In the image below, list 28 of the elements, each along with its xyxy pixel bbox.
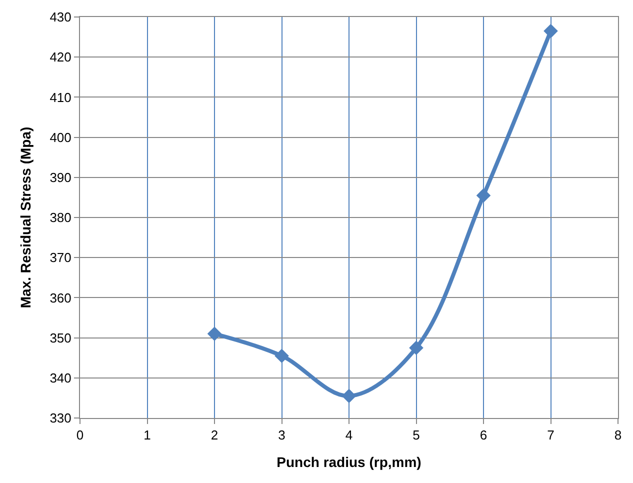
- point: [274, 348, 289, 363]
- x-tick-label: 0: [76, 428, 84, 443]
- y-tick-label: 390: [50, 170, 72, 185]
- point: [476, 188, 491, 203]
- x-tick-label: 2: [210, 428, 218, 443]
- y-tick-label: 400: [50, 130, 72, 145]
- x-tick-label: 4: [345, 428, 353, 443]
- y-tick-label: 380: [50, 210, 72, 226]
- y-tick-label: 420: [50, 50, 72, 65]
- x-tick-label: 5: [412, 428, 420, 443]
- x-axis-title: Punch radius (rp,mm): [276, 454, 422, 470]
- point: [544, 24, 558, 38]
- y-tick-label: 340: [50, 370, 72, 386]
- y-tick-label: 330: [50, 410, 72, 426]
- point: [409, 340, 424, 355]
- x-tick-label: 3: [278, 428, 286, 443]
- x-tick-label: 7: [547, 428, 554, 443]
- x-tick-label: 1: [144, 428, 151, 443]
- y-tick-label: 410: [50, 90, 72, 105]
- x-tick-label: 8: [614, 428, 622, 443]
- y-tick-label: 430: [50, 10, 72, 25]
- y-tick-label: 350: [50, 330, 72, 346]
- y-axis-title: Max. Residual Stress (Mpa): [17, 126, 34, 308]
- y-tick-label: 360: [50, 290, 72, 306]
- point: [342, 388, 356, 404]
- point: [207, 326, 222, 341]
- x-tick-label: 6: [480, 428, 488, 443]
- y-tick-label: 370: [50, 250, 72, 266]
